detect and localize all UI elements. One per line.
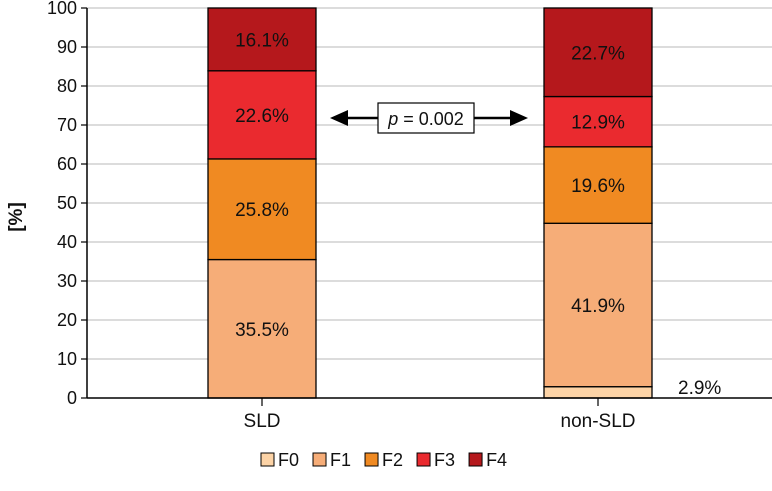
legend-swatch-f3 bbox=[416, 452, 431, 467]
data-label-sld-f3: 22.6% bbox=[235, 106, 289, 127]
bar-non-sld-f4 bbox=[543, 7, 653, 98]
data-label-sld-f2: 25.8% bbox=[235, 200, 289, 221]
y-tick-label-30: 30 bbox=[57, 271, 77, 291]
legend-swatch-f4 bbox=[468, 452, 483, 467]
data-label-sld-f4: 16.1% bbox=[235, 30, 289, 51]
y-tick-label-20: 20 bbox=[57, 310, 77, 330]
x-axis: SLD non-SLD bbox=[87, 397, 772, 432]
legend-swatch-f2 bbox=[364, 452, 379, 467]
x-tick-label-sld: SLD bbox=[244, 411, 281, 432]
legend-label-f0: F0 bbox=[278, 450, 299, 470]
bar-non-sld-f2 bbox=[543, 146, 653, 224]
data-label-non-sld-f4: 22.7% bbox=[571, 43, 625, 64]
data-label-sld-f1: 35.5% bbox=[235, 320, 289, 341]
y-tick-label-80: 80 bbox=[57, 76, 77, 96]
bar-non-sld-f1 bbox=[543, 222, 653, 388]
x-tick-label-non-sld: non-SLD bbox=[561, 411, 636, 432]
legend-label-f4: F4 bbox=[486, 450, 507, 470]
y-tick-label-40: 40 bbox=[57, 232, 77, 252]
legend: F0 F1 F2 F3 F4 bbox=[260, 450, 507, 470]
bar-sld-f2 bbox=[207, 158, 317, 261]
bar-non-sld-f3 bbox=[543, 95, 653, 148]
legend-swatch-f0 bbox=[260, 452, 275, 467]
p-value-arrow-left-head bbox=[330, 110, 348, 126]
y-axis-label: [%] bbox=[6, 202, 27, 232]
y-tick-label-100: 100 bbox=[47, 0, 77, 18]
p-value-annotation: p = 0.002 bbox=[330, 102, 528, 134]
data-label-non-sld-f0: 2.9% bbox=[678, 378, 721, 399]
data-label-non-sld-f3: 12.9% bbox=[571, 113, 625, 134]
y-tick-label-50: 50 bbox=[57, 193, 77, 213]
legend-label-f3: F3 bbox=[434, 450, 455, 470]
bar-sld-f4 bbox=[207, 7, 317, 72]
y-tick-label-70: 70 bbox=[57, 115, 77, 135]
bars: 35.5% 25.8% 22.6% 16.1% 2.9% 41.9% 19.6% 12.9% 2… bbox=[207, 7, 721, 399]
p-value-italic: p bbox=[387, 109, 398, 129]
y-axis: 0 10 20 30 40 50 60 70 80 90 100 bbox=[47, 0, 88, 408]
y-tick-label-0: 0 bbox=[67, 388, 77, 408]
legend-label-f2: F2 bbox=[382, 450, 403, 470]
data-label-non-sld-f2: 19.6% bbox=[571, 176, 625, 197]
gridlines bbox=[87, 7, 772, 360]
p-value-text: p = 0.002 bbox=[387, 109, 464, 129]
legend-label-f1: F1 bbox=[330, 450, 351, 470]
legend-swatch-f1 bbox=[312, 452, 327, 467]
p-value-arrow-right-head bbox=[510, 110, 528, 126]
p-value-rest: = 0.002 bbox=[398, 109, 464, 129]
bar-non-sld-f0 bbox=[543, 386, 653, 399]
y-tick-label-10: 10 bbox=[57, 349, 77, 369]
data-label-non-sld-f1: 41.9% bbox=[571, 296, 625, 317]
y-tick-label-90: 90 bbox=[57, 37, 77, 57]
y-tick-label-60: 60 bbox=[57, 154, 77, 174]
p-value-box bbox=[377, 102, 475, 134]
